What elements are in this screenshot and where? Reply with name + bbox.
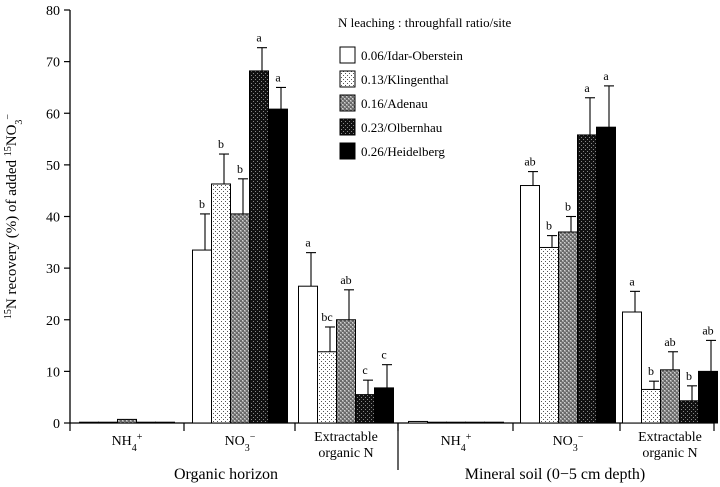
legend-entry: 0.06/Idar-Oberstein (361, 48, 463, 63)
x-category-label: NO3− (553, 432, 584, 454)
x-category-label: Extractable (314, 430, 378, 445)
bar (98, 421, 118, 424)
legend-swatch (339, 118, 356, 136)
significance-label: ab (664, 335, 675, 349)
significance-label: a (603, 69, 609, 83)
y-tick-label: 60 (46, 107, 60, 122)
y-tick-label: 0 (53, 417, 60, 432)
significance-label: b (237, 162, 243, 176)
bar (465, 421, 485, 424)
legend-title: N leaching : throughfall ratio/site (338, 15, 512, 30)
bar (520, 185, 540, 424)
group-label: Organic horizon (174, 466, 278, 483)
bar (317, 351, 337, 424)
significance-label: c (362, 363, 367, 377)
legend-entry: 0.23/Olbernhau (361, 120, 443, 135)
legend-swatch (339, 142, 356, 160)
legend-entry: 0.13/Klingenthal (361, 72, 449, 87)
bar (577, 134, 597, 424)
bar (211, 183, 231, 424)
bar (679, 400, 699, 424)
legend-swatch (339, 70, 356, 88)
bar (155, 421, 175, 424)
bar (79, 421, 99, 424)
significance-label: ab (524, 155, 535, 169)
significance-label: ab (702, 323, 713, 337)
x-category-label: NO3− (225, 432, 256, 454)
significance-label: bc (321, 310, 332, 324)
significance-label: ab (340, 273, 351, 287)
y-tick-label: 50 (46, 159, 60, 174)
bar (446, 421, 466, 424)
bar (298, 285, 318, 424)
significance-label: a (305, 236, 311, 250)
bar (539, 246, 559, 424)
x-category-label: Extractable (638, 430, 702, 445)
bar (192, 249, 212, 424)
x-category-label: organic N (318, 446, 373, 461)
bar (558, 231, 578, 424)
y-tick-label: 40 (46, 211, 60, 226)
bar (698, 370, 718, 424)
legend: N leaching : throughfall ratio/site 0.06/… (338, 15, 512, 160)
significance-label: a (256, 31, 262, 45)
y-axis-label: 15N recovery (%) of added 15NO3− (3, 114, 25, 320)
bar (427, 421, 447, 424)
y-tick-label: 10 (46, 365, 60, 380)
bar (596, 126, 616, 424)
significance-label: c (381, 348, 386, 362)
significance-label: b (546, 219, 552, 233)
significance-label: b (218, 137, 224, 151)
bar (136, 421, 156, 424)
bar (484, 421, 504, 424)
bar (268, 108, 288, 424)
bar (230, 213, 250, 424)
y-tick-label: 70 (46, 56, 60, 71)
group-label: Mineral soil (0−5 cm depth) (465, 466, 646, 483)
bar (622, 311, 642, 424)
bar (641, 388, 661, 424)
legend-entry: 0.16/Adenau (361, 96, 428, 111)
y-tick-label: 20 (46, 314, 60, 329)
x-category-label: NH4+ (441, 432, 472, 454)
bar (374, 387, 394, 424)
significance-label: b (686, 369, 692, 383)
significance-label: b (199, 197, 205, 211)
significance-label: b (565, 200, 571, 214)
x-category-label: NH4+ (112, 432, 143, 454)
bar (408, 420, 428, 424)
x-category-label: organic N (642, 446, 697, 461)
bar (355, 394, 375, 424)
y-tick-label: 80 (46, 4, 60, 19)
significance-label: b (648, 364, 654, 378)
significance-label: a (275, 70, 281, 84)
y-tick-label: 30 (46, 262, 60, 277)
legend-swatch (339, 46, 356, 64)
bar (660, 369, 680, 424)
bar (336, 319, 356, 424)
legend-swatch (339, 94, 356, 112)
bar (117, 418, 137, 424)
legend-entry: 0.26/Heidelberg (361, 144, 445, 159)
significance-label: a (584, 81, 590, 95)
bar (249, 70, 269, 424)
significance-label: a (629, 274, 635, 288)
